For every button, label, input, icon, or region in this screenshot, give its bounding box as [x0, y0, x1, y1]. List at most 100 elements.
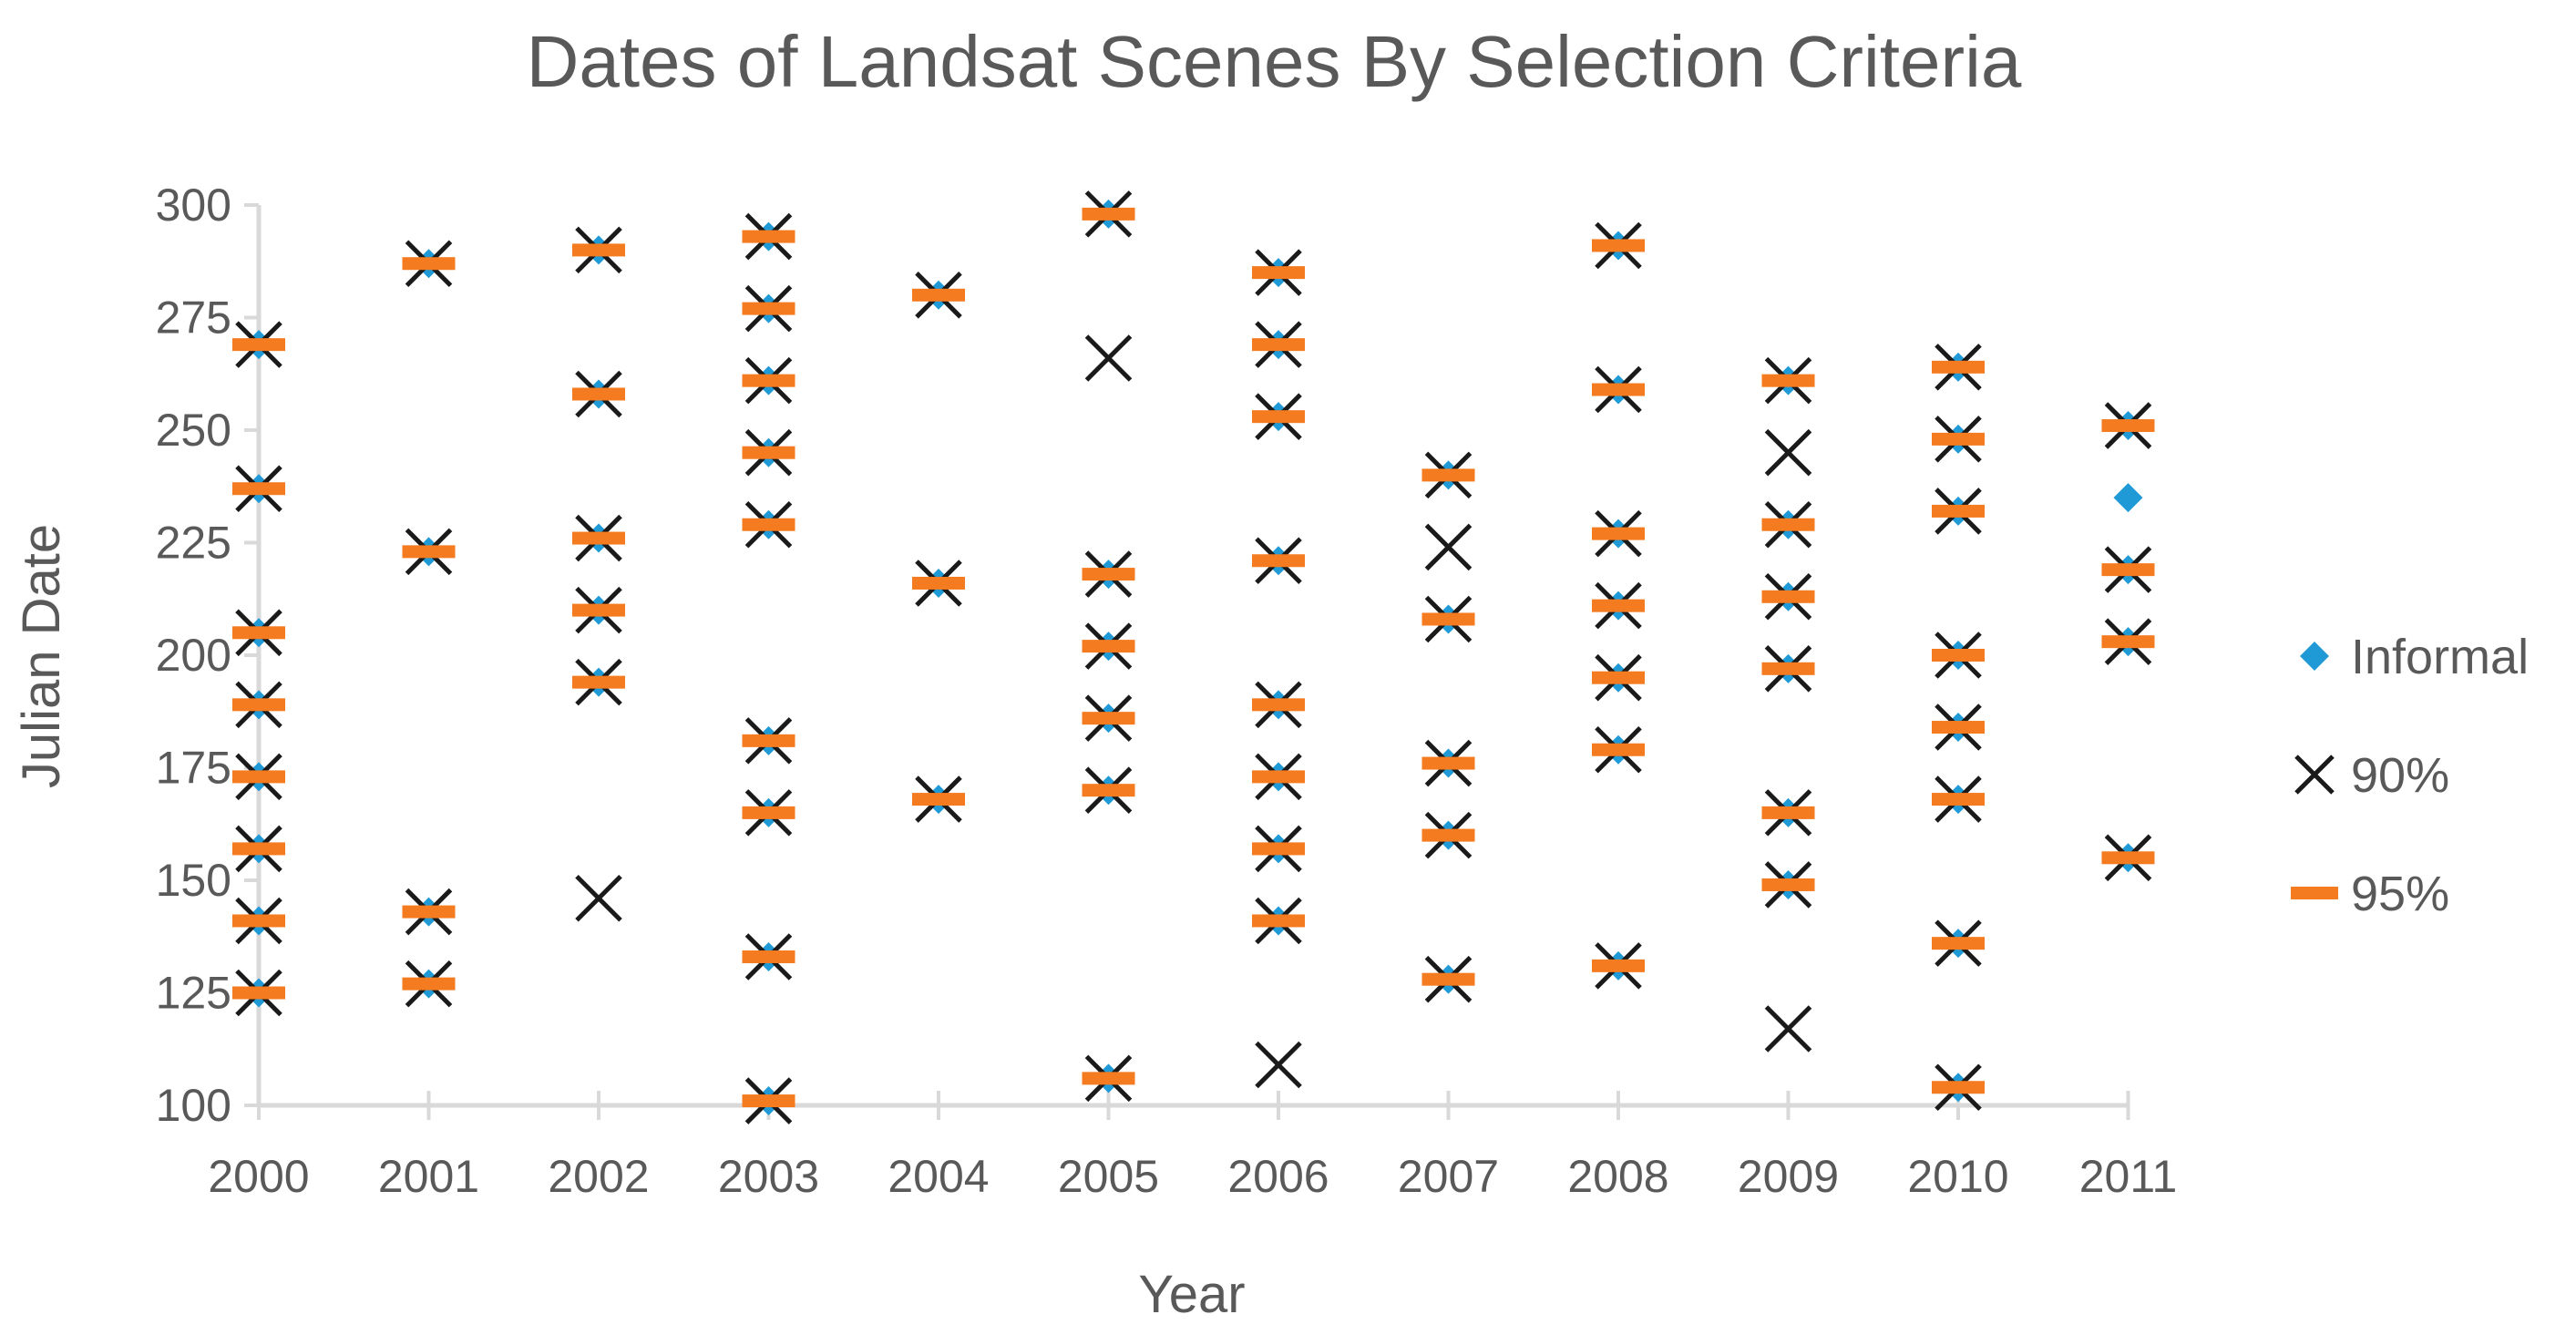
ninety-five-point — [1252, 770, 1305, 784]
ninety-five-point — [1761, 518, 1815, 531]
x-tick-label: 2010 — [1907, 1151, 2008, 1202]
ninety-point — [575, 874, 622, 922]
y-tick-label: 200 — [156, 630, 231, 681]
ninety-five-point — [572, 603, 625, 617]
ninety-five-point — [1421, 828, 1475, 842]
data-points — [232, 190, 2155, 1124]
ninety-five-point — [232, 842, 285, 856]
chart-title: Dates of Landsat Scenes By Selection Cri… — [527, 21, 2022, 102]
legend-label: 90% — [2351, 748, 2449, 803]
ninety-five-point — [402, 545, 456, 559]
ninety-five-point — [572, 675, 625, 689]
ninety-five-point — [742, 302, 795, 315]
y-tick-label: 275 — [156, 293, 231, 344]
ninety-five-point — [912, 288, 965, 302]
ninety-five-point — [1932, 937, 1985, 950]
ninety-five-point — [232, 338, 285, 352]
x-tick-label: 2006 — [1227, 1151, 1329, 1202]
ninety-five-point — [232, 698, 285, 712]
x-tick-label: 2011 — [2079, 1151, 2178, 1202]
ninety-five-point — [1932, 721, 1985, 734]
ninety-five-point — [742, 518, 795, 531]
x-ticks: 2000 2001 2002 2003 2004 2005 2006 2007 2008 2009… — [208, 1091, 2177, 1202]
ninety-five-point — [742, 950, 795, 963]
ninety-five-point — [1932, 360, 1985, 374]
ninety-five-point — [1932, 793, 1985, 806]
informal-point — [2113, 483, 2143, 513]
ninety-five-point — [912, 576, 965, 590]
series-diamond — [244, 199, 2143, 1116]
ninety-five-point — [1592, 527, 1645, 540]
y-tick-label: 300 — [156, 180, 231, 231]
legend-label: 95% — [2351, 867, 2449, 921]
ninety-five-point — [232, 986, 285, 1000]
ninety-five-point — [1932, 649, 1985, 662]
ninety-five-point — [572, 243, 625, 257]
y-tick-label: 175 — [156, 743, 231, 794]
ninety-five-point — [1592, 959, 1645, 972]
legend-label: Informal — [2351, 630, 2529, 684]
ninety-five-point — [1252, 410, 1305, 424]
ninety-five-point — [1082, 784, 1135, 797]
ninety-five-point — [1761, 806, 1815, 819]
ninety-five-point — [1421, 972, 1475, 986]
x-tick-label: 2007 — [1398, 1151, 1499, 1202]
y-tick-label: 125 — [156, 968, 231, 1019]
ninety-five-point — [2101, 419, 2155, 433]
x-tick-label: 2009 — [1738, 1151, 1839, 1202]
ninety-five-point — [1761, 662, 1815, 675]
ninety-five-point — [572, 387, 625, 401]
ninety-point — [1084, 334, 1133, 382]
ninety-five-point — [1082, 207, 1135, 221]
ninety-five-point — [232, 770, 285, 784]
ninety-five-point — [232, 482, 285, 496]
ninety-five-point — [1252, 266, 1305, 280]
legend-symbol-diamond — [2300, 642, 2329, 671]
ninety-five-point — [1082, 712, 1135, 725]
x-tick-label: 2002 — [548, 1151, 649, 1202]
ninety-five-point — [742, 1094, 795, 1108]
x-tick-label: 2000 — [208, 1151, 309, 1202]
ninety-five-point — [2101, 851, 2155, 865]
ninety-point — [1255, 1041, 1302, 1089]
ninety-five-point — [742, 806, 795, 819]
ninety-point — [1764, 1005, 1812, 1053]
ninety-five-point — [2101, 635, 2155, 649]
ninety-five-point — [1592, 743, 1645, 756]
ninety-five-point — [1252, 914, 1305, 928]
ninety-five-point — [1421, 756, 1475, 770]
series-x — [235, 190, 2152, 1124]
ninety-five-point — [1761, 878, 1815, 891]
ninety-five-point — [742, 734, 795, 747]
ninety-five-point — [742, 446, 795, 459]
ninety-five-point — [742, 374, 795, 387]
ninety-point — [1424, 523, 1473, 571]
ninety-five-point — [572, 531, 625, 545]
y-tick-label: 100 — [156, 1080, 231, 1131]
series-dash — [232, 207, 2155, 1108]
ninety-five-point — [1082, 640, 1135, 653]
ninety-five-point — [402, 977, 456, 991]
ninety-point — [1764, 428, 1812, 477]
ninety-five-point — [1932, 1081, 1985, 1094]
ninety-five-point — [742, 230, 795, 243]
ninety-five-point — [1082, 568, 1135, 581]
x-tick-label: 2003 — [718, 1151, 819, 1202]
ninety-five-point — [912, 793, 965, 806]
y-tick-label: 250 — [156, 405, 231, 456]
ninety-five-point — [1592, 383, 1645, 396]
ninety-five-point — [1592, 599, 1645, 612]
axes — [256, 205, 2128, 1108]
x-tick-label: 2001 — [378, 1151, 479, 1202]
ninety-five-point — [402, 257, 456, 271]
legend-symbol-x — [2294, 755, 2335, 795]
y-axis-title: Julian Date — [12, 524, 71, 788]
legend: Informal 90% 95% — [2291, 630, 2529, 921]
ninety-five-point — [1082, 1072, 1135, 1085]
ninety-five-point — [1592, 239, 1645, 252]
ninety-five-point — [232, 914, 285, 928]
ninety-five-point — [1932, 432, 1985, 446]
ninety-five-point — [1761, 374, 1815, 387]
y-ticks: 100 125 150 175 200 225 250 275 300 — [156, 180, 259, 1131]
